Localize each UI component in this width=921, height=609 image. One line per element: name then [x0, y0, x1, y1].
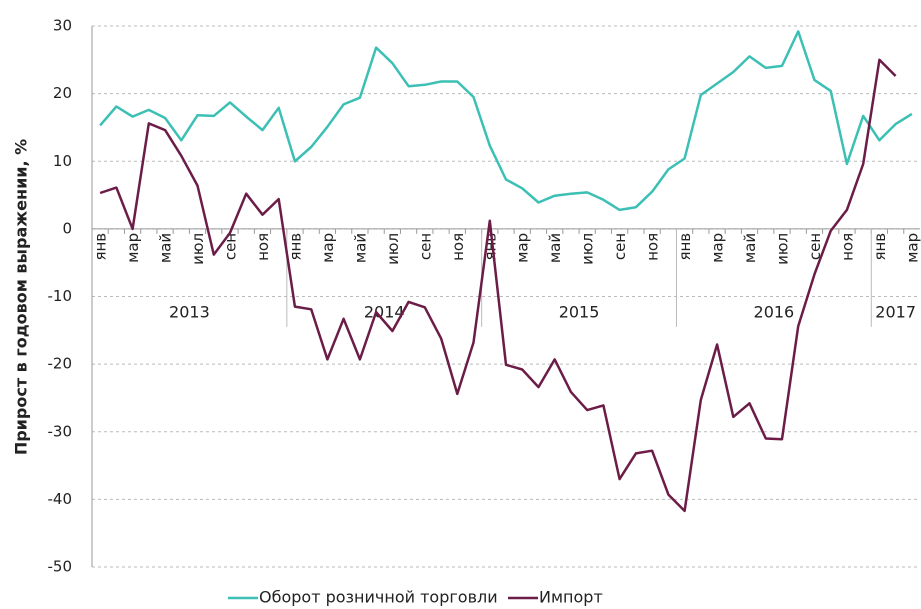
y-axis-label: Прирост в годовом выражении, %	[12, 139, 31, 455]
x-tick-label: янв	[92, 233, 110, 261]
x-tick-label: июл	[189, 233, 207, 265]
x-tick-label: ноя	[644, 233, 662, 261]
x-tick-label: май	[157, 233, 175, 263]
x-tick-label: янв	[286, 233, 304, 261]
x-tick-label: сен	[222, 233, 240, 260]
year-label: 2016	[754, 302, 795, 321]
x-tick-label: июл	[774, 233, 792, 265]
year-label: 2015	[559, 302, 600, 321]
x-tick-label: янв	[676, 233, 694, 261]
x-tick-label: ноя	[838, 233, 856, 261]
x-tick-label: сен	[806, 233, 824, 260]
y-tick-label: -10	[48, 287, 73, 305]
x-tick-label: мар	[709, 233, 727, 263]
x-tick-label: июл	[579, 233, 597, 265]
x-tick-label: май	[351, 233, 369, 263]
x-tick-label: ноя	[254, 233, 272, 261]
y-tick-label: 10	[53, 152, 72, 170]
y-tick-label: -40	[48, 490, 73, 508]
legend-label: Оборот розничной торговли	[259, 588, 498, 607]
x-tick-label: мар	[319, 233, 337, 263]
series-line	[99, 30, 913, 212]
y-tick-label: 20	[53, 84, 72, 102]
x-tick-label: сен	[416, 233, 434, 260]
legend-label: Импорт	[539, 588, 603, 607]
x-tick-label: мар	[514, 233, 532, 263]
x-tick-label: сен	[611, 233, 629, 260]
x-tick-label: июл	[384, 233, 402, 265]
series-line	[99, 58, 897, 513]
x-tick-label: мар	[903, 233, 921, 263]
y-tick-label: -30	[48, 422, 73, 440]
year-label: 2017	[875, 302, 916, 321]
year-label: 2013	[169, 302, 210, 321]
y-tick-label: 0	[62, 219, 72, 237]
x-tick-label: май	[546, 233, 564, 263]
y-tick-label: -50	[48, 558, 73, 576]
x-tick-label: ноя	[449, 233, 467, 261]
y-tick-label: 30	[53, 17, 72, 35]
x-tick-label: май	[741, 233, 759, 263]
x-tick-label: янв	[871, 233, 889, 261]
x-tick-label: мар	[124, 233, 142, 263]
y-tick-label: -20	[48, 355, 73, 373]
